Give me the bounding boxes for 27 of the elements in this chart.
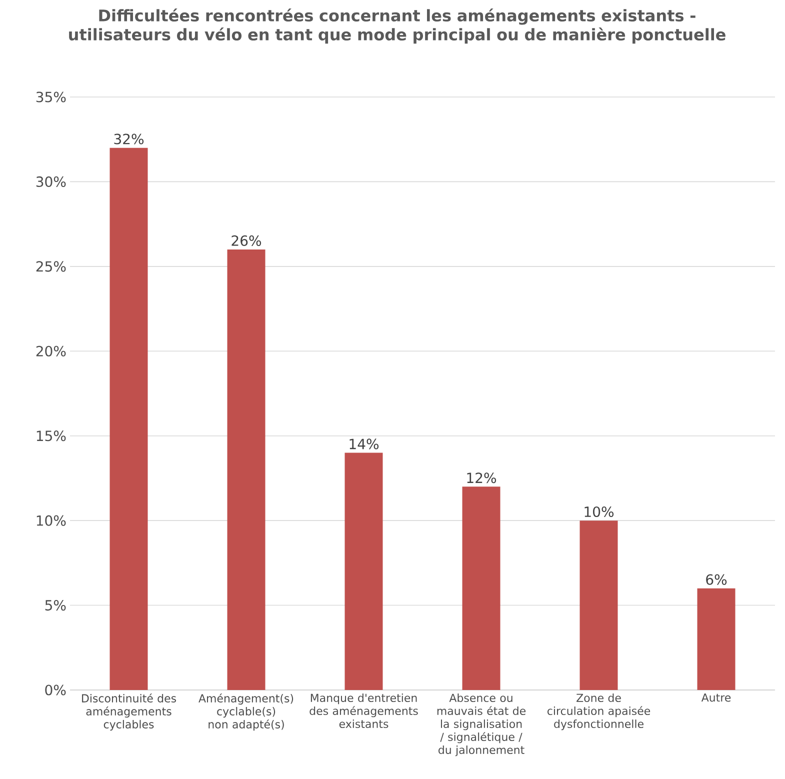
bar: [697, 588, 736, 690]
x-tick-label: Aménagement(s) cyclable(s) non adapté(s): [198, 694, 294, 731]
bar: [580, 520, 618, 690]
bar: [462, 486, 500, 690]
data-label: 14%: [350, 438, 379, 450]
x-tick-label: Autre: [701, 694, 731, 702]
bar: [344, 452, 383, 690]
bar: [227, 249, 266, 690]
y-tick-label: 15%: [36, 430, 66, 442]
y-tick-label: 35%: [36, 92, 66, 102]
y-tick-label: 0%: [45, 684, 66, 696]
data-label: 32%: [114, 134, 144, 144]
data-label: 12%: [467, 472, 496, 484]
chart-title: Difficultées rencontrées concernant les aménagements existants - utilisateurs du vélo en tant que mode principal ou de manière ponctuelle: [69, 8, 726, 44]
data-label: 26%: [232, 235, 262, 246]
x-tick-label: Discontinuité des aménagements cyclables: [82, 694, 176, 731]
y-tick-label: 10%: [36, 515, 66, 526]
x-tick-label: Zone de circulation apaisée dysfonctionnelle: [548, 694, 650, 730]
data-label: 6%: [706, 574, 727, 585]
bar: [110, 148, 148, 690]
y-tick-label: 5%: [45, 600, 66, 611]
x-tick-label: Absence ou mauvais état de la signalisation / signalétique / du jalonnement: [437, 694, 526, 756]
data-label: 10%: [584, 506, 614, 518]
y-tick-label: 30%: [36, 176, 66, 188]
y-tick-label: 25%: [36, 261, 66, 272]
x-tick-label: Manque d'entretien des aménagements existants: [310, 694, 418, 728]
y-tick-label: 20%: [36, 346, 66, 356]
